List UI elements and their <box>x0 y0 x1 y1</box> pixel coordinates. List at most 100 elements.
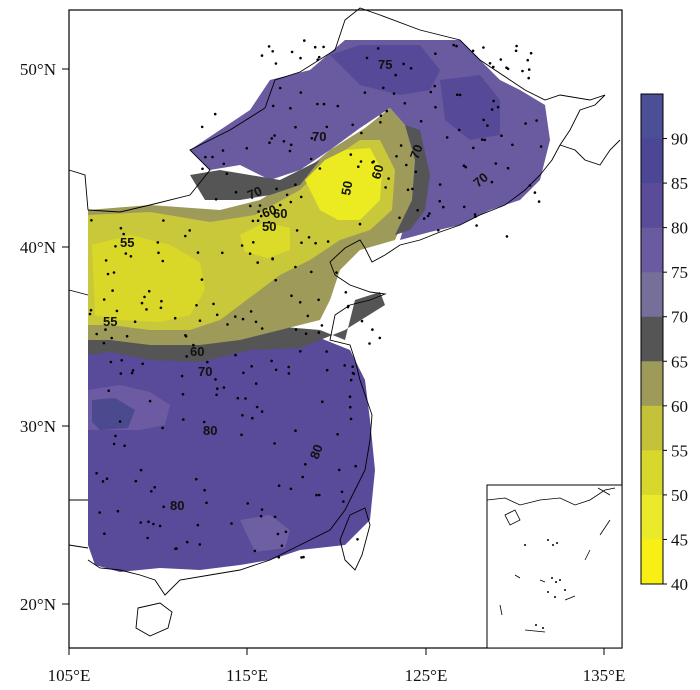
station-dot <box>277 484 281 488</box>
station-dot <box>274 368 278 372</box>
station-dot <box>205 501 208 505</box>
station-dot <box>464 165 468 169</box>
region-75-southeast <box>240 515 290 552</box>
station-dot <box>244 397 247 400</box>
station-dot <box>274 278 278 282</box>
station-dot <box>256 261 260 264</box>
colorbar-band <box>641 539 663 585</box>
station-dot <box>402 62 405 66</box>
colorbar-band <box>641 450 663 496</box>
station-dot <box>438 199 442 203</box>
inset-map <box>486 484 623 649</box>
station-dot <box>156 241 160 244</box>
station-dot <box>294 328 298 331</box>
station-dot <box>251 416 254 420</box>
station-dot <box>290 50 294 54</box>
station-dot <box>271 104 275 108</box>
station-dot <box>182 418 185 421</box>
station-dot <box>342 500 345 503</box>
colorbar-label: 85 <box>671 174 688 193</box>
station-dot <box>529 51 533 55</box>
axis-ticks <box>62 68 605 655</box>
station-dot <box>289 106 292 110</box>
station-dot <box>289 143 293 147</box>
station-dot <box>202 420 206 424</box>
station-dot <box>411 187 414 191</box>
station-dot <box>222 162 226 166</box>
station-dot <box>103 532 106 535</box>
station-dot <box>524 122 527 125</box>
station-dot <box>368 342 371 345</box>
station-dot <box>222 386 226 389</box>
station-dot <box>462 205 466 209</box>
station-dot <box>278 86 282 90</box>
station-dot <box>347 304 350 308</box>
region-80-northeast <box>440 75 500 140</box>
station-dot <box>119 226 123 230</box>
station-dot <box>259 214 263 218</box>
station-dot <box>271 257 274 261</box>
station-dot <box>111 289 114 292</box>
station-dot <box>384 186 387 189</box>
contour-labels: 75 70 70 70 70 70 60 60 60 60 50 50 55 5… <box>103 57 491 513</box>
station-dot <box>287 365 291 369</box>
contour-label-75-north: 75 <box>378 57 392 72</box>
station-dot <box>455 44 458 48</box>
colorbar-label: 80 <box>671 219 688 238</box>
station-dot <box>119 372 123 375</box>
station-dot <box>343 364 347 367</box>
station-dot <box>284 530 288 534</box>
station-dot <box>173 316 177 320</box>
station-dot <box>462 164 466 167</box>
station-dot <box>496 105 500 109</box>
station-dot <box>359 160 363 163</box>
station-dot <box>215 313 219 317</box>
station-dot <box>102 298 106 301</box>
station-dot <box>303 39 306 42</box>
station-dot <box>309 157 313 161</box>
station-dot <box>351 365 355 369</box>
station-dot <box>480 138 484 141</box>
station-dot <box>326 240 330 243</box>
station-dot <box>379 121 382 124</box>
station-dot <box>387 177 390 180</box>
station-dot <box>147 520 150 523</box>
station-dot <box>203 488 206 492</box>
taiwan-outline <box>339 507 371 571</box>
x-tick-label: 115°E <box>226 666 268 685</box>
station-dot <box>317 55 321 59</box>
station-dot <box>180 374 184 378</box>
station-dot <box>299 91 303 94</box>
contour-label-50-center: 50 <box>262 219 276 234</box>
station-dot <box>214 198 218 201</box>
station-dot <box>351 371 355 375</box>
station-dot <box>414 170 418 174</box>
station-dot <box>360 319 364 323</box>
region-65-northeast <box>395 125 430 235</box>
station-dot <box>325 125 329 129</box>
inset-frame <box>486 484 623 649</box>
contour-label-80-center: 80 <box>203 423 217 438</box>
station-dot <box>340 490 344 494</box>
station-dot <box>320 324 324 327</box>
station-dot <box>289 487 293 491</box>
station-dot <box>322 45 325 49</box>
station-dot <box>392 92 396 95</box>
station-dot <box>198 319 202 323</box>
station-dot <box>242 371 245 375</box>
station-dot <box>471 49 475 53</box>
y-axis-labels: 50°N 40°N 30°N 20°N <box>20 60 56 614</box>
station-dot <box>474 215 477 218</box>
station-dot <box>316 102 319 106</box>
station-dot <box>457 128 461 132</box>
colorbar-label: 60 <box>671 397 688 416</box>
station-dot <box>256 219 260 222</box>
station-dot <box>394 73 398 77</box>
station-dot <box>89 308 93 312</box>
contour-label-60-north: 60 <box>260 202 279 221</box>
station-dot <box>307 236 311 239</box>
station-dot <box>357 165 360 168</box>
colorbar-label: 65 <box>671 352 688 371</box>
station-dot <box>395 155 398 158</box>
station-dot <box>254 320 258 324</box>
